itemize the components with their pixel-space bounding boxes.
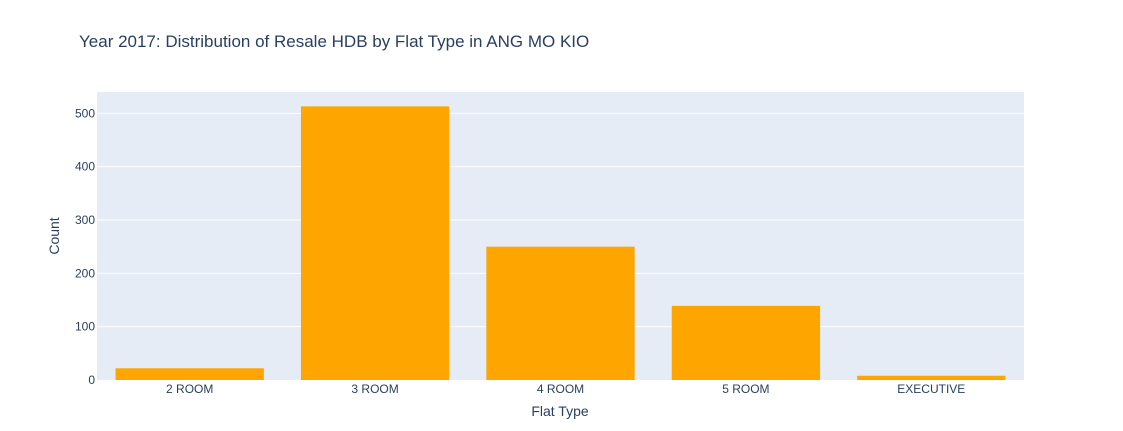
y-tick-label: 100 xyxy=(75,320,95,334)
x-axis-ticks: 2 ROOM 3 ROOM 4 ROOM 5 ROOM EXECUTIVE xyxy=(166,382,965,396)
x-tick-label: 4 ROOM xyxy=(537,382,584,396)
x-tick-label: 2 ROOM xyxy=(166,382,213,396)
bar-executive xyxy=(857,375,1006,380)
x-tick-label: 3 ROOM xyxy=(351,382,398,396)
bar-5-room xyxy=(671,305,821,380)
y-tick-label: 500 xyxy=(75,106,95,120)
y-tick-label: 400 xyxy=(75,160,95,174)
bar-2-room xyxy=(115,368,264,380)
y-tick-label: 200 xyxy=(75,266,95,280)
x-tick-label: 5 ROOM xyxy=(722,382,769,396)
bar-4-room xyxy=(486,246,635,380)
bars xyxy=(115,106,1006,381)
y-tick-label: 300 xyxy=(75,213,95,227)
bar-3-room xyxy=(300,106,450,381)
y-tick-label: 0 xyxy=(88,373,95,387)
x-tick-label: EXECUTIVE xyxy=(897,382,965,396)
x-axis-title: Flat Type xyxy=(531,403,589,419)
y-axis-title: Count xyxy=(46,217,62,254)
y-axis-ticks: 0 100 200 300 400 500 xyxy=(75,106,95,387)
chart-title: Year 2017: Distribution of Resale HDB by… xyxy=(79,32,589,51)
